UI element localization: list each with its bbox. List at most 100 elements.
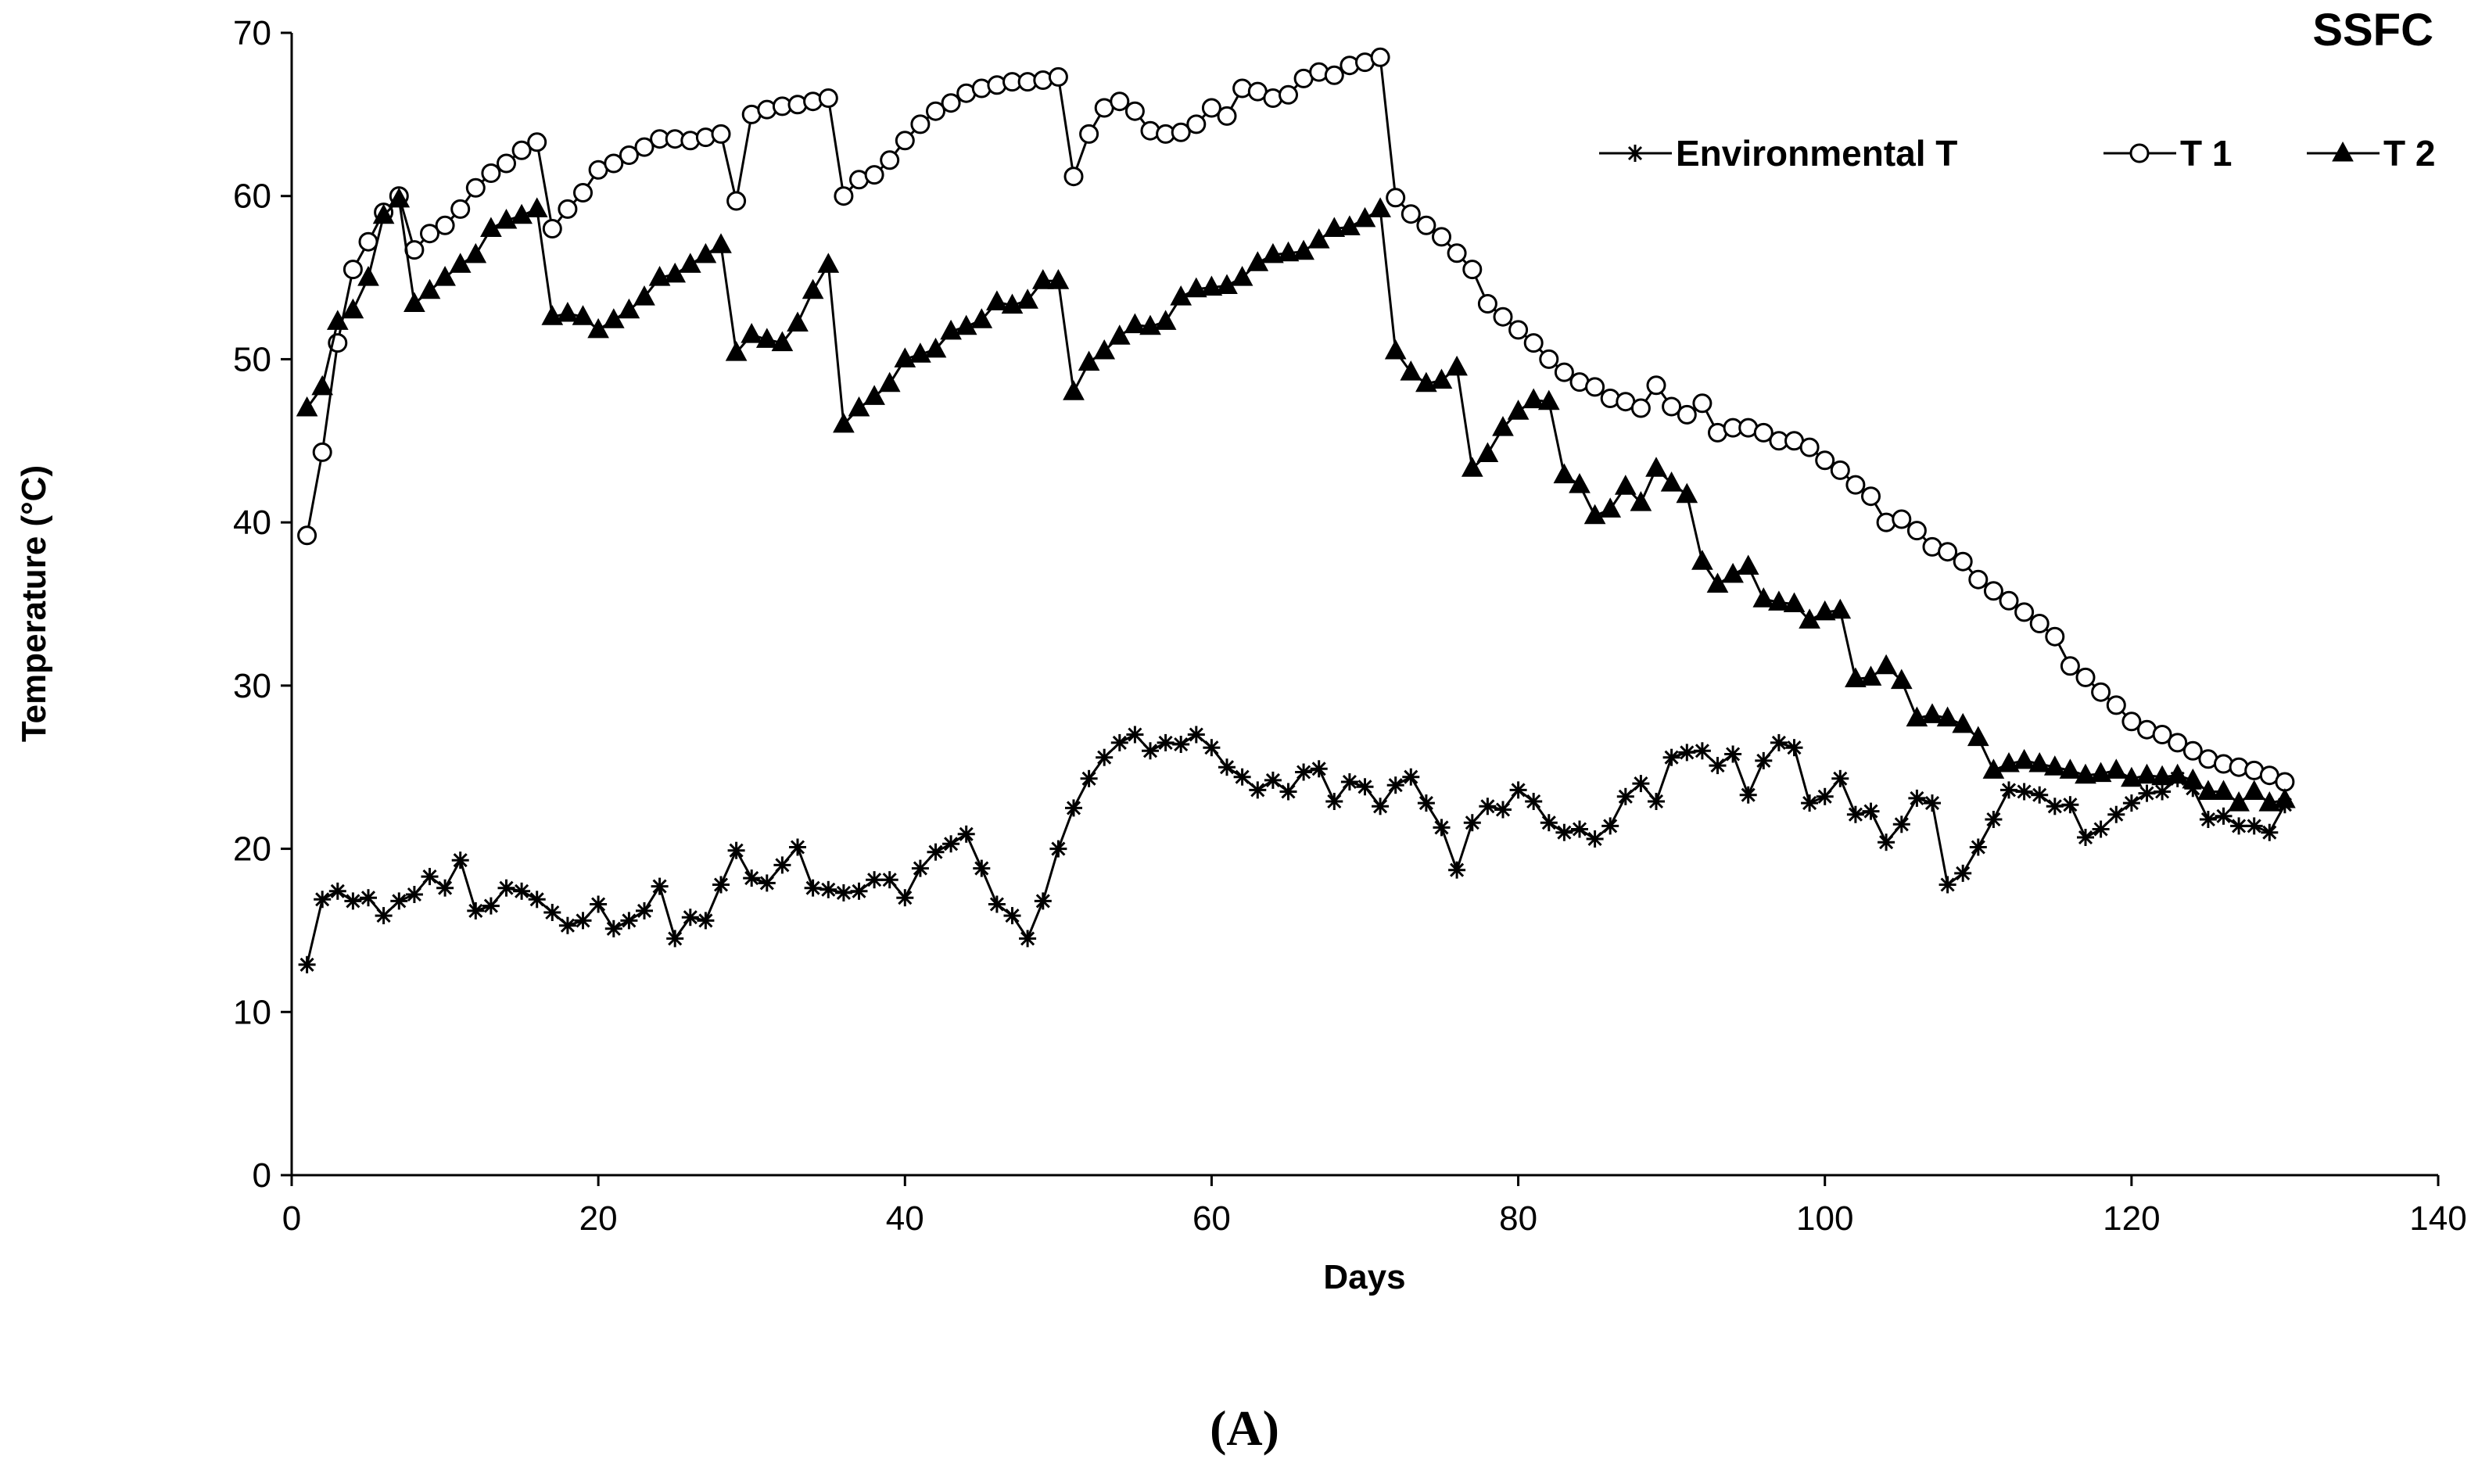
data-point bbox=[1476, 443, 1498, 462]
data-point bbox=[465, 901, 486, 921]
data-point bbox=[941, 93, 961, 113]
data-point bbox=[1263, 770, 1283, 790]
data-point bbox=[557, 302, 579, 322]
data-point bbox=[665, 928, 685, 948]
data-point bbox=[481, 896, 501, 916]
data-point bbox=[312, 889, 332, 909]
data-point bbox=[834, 883, 854, 903]
data-point bbox=[1922, 793, 1942, 813]
data-point bbox=[802, 279, 824, 299]
data-point bbox=[1232, 767, 1253, 787]
data-point bbox=[956, 824, 977, 844]
data-point bbox=[803, 878, 823, 898]
data-point bbox=[1999, 780, 2019, 800]
data-point bbox=[1063, 798, 1084, 818]
data-point bbox=[1217, 106, 1237, 126]
y-axis-title: Temperature (°C) bbox=[15, 465, 53, 742]
data-point bbox=[2229, 815, 2249, 836]
data-point bbox=[1493, 800, 1513, 819]
x-tick-label: 60 bbox=[1192, 1199, 1231, 1238]
data-point bbox=[1691, 550, 1713, 570]
data-point bbox=[2106, 695, 2126, 715]
data-point bbox=[895, 131, 915, 151]
data-point bbox=[435, 878, 455, 898]
data-point bbox=[849, 881, 869, 902]
data-point bbox=[1554, 823, 1574, 843]
data-point bbox=[1340, 772, 1360, 792]
data-point bbox=[1462, 260, 1483, 280]
data-point bbox=[497, 153, 516, 174]
data-point bbox=[834, 186, 854, 206]
data-point bbox=[1999, 590, 2019, 611]
data-point bbox=[711, 875, 731, 894]
data-point bbox=[1047, 269, 1069, 289]
data-point bbox=[2259, 823, 2279, 843]
data-point bbox=[711, 124, 731, 144]
data-point bbox=[1432, 817, 1451, 837]
data-point bbox=[1554, 362, 1574, 382]
data-point bbox=[1539, 812, 1559, 833]
data-point bbox=[817, 253, 839, 273]
data-point bbox=[526, 197, 548, 217]
legend-label-t1: T 1 bbox=[2180, 133, 2232, 174]
data-point bbox=[1646, 791, 1666, 812]
data-point bbox=[1017, 928, 1038, 948]
data-point bbox=[511, 881, 532, 902]
data-point bbox=[374, 905, 394, 926]
data-point bbox=[1753, 751, 1774, 771]
data-point bbox=[1477, 294, 1497, 314]
data-point bbox=[2014, 602, 2035, 622]
data-point bbox=[1522, 389, 1544, 409]
data-point bbox=[2014, 782, 2035, 801]
data-point bbox=[1615, 475, 1637, 495]
data-point bbox=[497, 878, 516, 898]
data-point bbox=[1708, 755, 1727, 776]
data-point bbox=[1033, 891, 1053, 911]
x-tick-label: 140 bbox=[2409, 1199, 2466, 1238]
data-point bbox=[848, 396, 870, 417]
legend-item-t1: T 1 bbox=[2103, 133, 2232, 174]
data-point bbox=[1002, 905, 1022, 926]
data-point bbox=[1953, 551, 1973, 572]
data-point bbox=[880, 869, 900, 890]
data-point bbox=[726, 841, 747, 861]
data-point bbox=[527, 889, 547, 909]
data-point bbox=[926, 842, 945, 862]
y-tick-label: 60 bbox=[233, 177, 271, 216]
data-point bbox=[2060, 794, 2080, 815]
data-point bbox=[864, 165, 884, 185]
data-point bbox=[1186, 725, 1207, 744]
legend-label-t2: T 2 bbox=[2383, 133, 2435, 174]
data-point bbox=[1630, 773, 1651, 794]
data-point bbox=[1860, 665, 1881, 686]
data-point bbox=[312, 442, 332, 462]
data-point bbox=[558, 916, 578, 936]
chart-title: SSFC bbox=[2312, 5, 2433, 56]
series-t-1 bbox=[297, 47, 2295, 792]
data-point bbox=[1079, 769, 1099, 789]
x-tick-label: 0 bbox=[282, 1199, 301, 1238]
data-point bbox=[464, 243, 486, 263]
data-point bbox=[1078, 351, 1100, 371]
data-point bbox=[2243, 780, 2265, 800]
data-point bbox=[1953, 863, 1973, 884]
data-point bbox=[1829, 599, 1851, 619]
data-point bbox=[1416, 215, 1436, 235]
data-point bbox=[1109, 324, 1131, 345]
data-point bbox=[1446, 356, 1468, 376]
data-point bbox=[1186, 114, 1207, 134]
x-tick-label: 20 bbox=[579, 1199, 618, 1238]
data-point bbox=[297, 955, 317, 975]
data-point bbox=[650, 876, 670, 897]
data-point bbox=[450, 850, 471, 870]
data-point bbox=[1110, 733, 1130, 753]
data-point bbox=[2198, 809, 2218, 830]
data-point bbox=[435, 215, 455, 235]
data-point bbox=[1416, 793, 1436, 813]
data-point bbox=[1861, 486, 1881, 507]
data-point bbox=[2091, 819, 2111, 839]
data-point bbox=[1217, 757, 1237, 777]
legend-item-environmental-t: Environmental T bbox=[1599, 133, 1957, 174]
data-point bbox=[1861, 801, 1881, 822]
data-point bbox=[2137, 783, 2157, 804]
